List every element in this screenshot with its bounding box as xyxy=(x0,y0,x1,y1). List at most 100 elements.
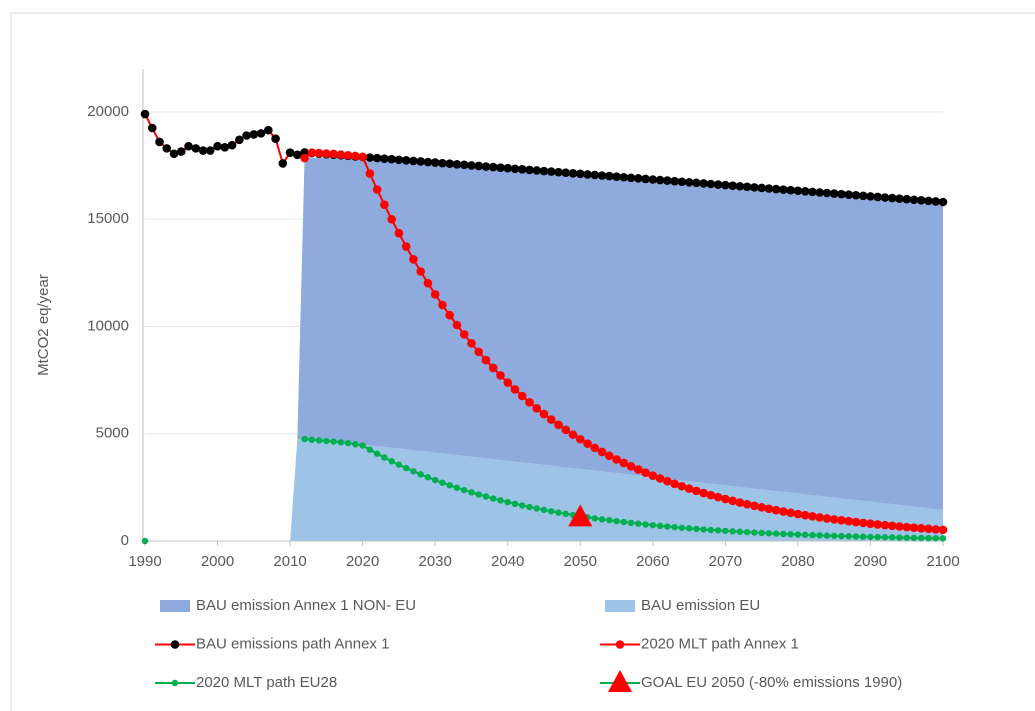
marker xyxy=(242,131,251,140)
legend-label: 2020 MLT path Annex 1 xyxy=(641,635,799,652)
marker xyxy=(171,679,179,687)
marker xyxy=(889,534,896,541)
marker xyxy=(387,214,396,224)
marker xyxy=(779,185,788,194)
marker xyxy=(510,164,520,174)
legend-swatch xyxy=(160,600,190,612)
marker xyxy=(931,525,941,534)
marker xyxy=(677,481,687,491)
marker xyxy=(606,517,613,524)
marker xyxy=(198,146,208,155)
marker xyxy=(887,521,897,531)
marker xyxy=(271,134,280,144)
marker xyxy=(678,524,686,531)
marker xyxy=(736,528,744,535)
marker xyxy=(815,188,824,197)
marker xyxy=(852,533,860,540)
marker xyxy=(699,179,708,188)
marker xyxy=(597,171,607,180)
marker xyxy=(359,442,366,449)
x-tick-label: 2090 xyxy=(854,553,887,570)
marker xyxy=(916,523,926,533)
marker xyxy=(837,516,846,525)
marker xyxy=(858,191,868,201)
marker xyxy=(431,476,439,484)
marker xyxy=(176,147,186,156)
marker xyxy=(706,490,716,500)
marker xyxy=(562,510,569,518)
marker xyxy=(452,320,462,330)
marker xyxy=(358,152,367,162)
marker xyxy=(851,517,861,527)
marker xyxy=(430,290,440,299)
marker xyxy=(932,535,939,542)
marker xyxy=(938,197,948,207)
marker xyxy=(308,436,316,443)
marker xyxy=(692,486,701,496)
marker xyxy=(555,509,562,516)
marker xyxy=(351,151,360,161)
x-tick-label: 2020 xyxy=(346,553,379,570)
marker xyxy=(808,512,817,521)
marker xyxy=(532,403,542,413)
marker xyxy=(446,482,453,489)
marker xyxy=(844,516,853,526)
marker xyxy=(641,174,650,184)
legend-item: GOAL EU 2050 (-80% emissions 1990) xyxy=(600,670,902,692)
legend-item: BAU emissions path Annex 1 xyxy=(155,635,389,652)
legend-item: 2020 MLT path Annex 1 xyxy=(600,635,799,652)
marker xyxy=(634,465,643,474)
marker xyxy=(323,437,330,445)
marker xyxy=(612,172,621,181)
marker xyxy=(764,504,774,514)
marker xyxy=(548,508,555,515)
marker xyxy=(388,458,395,465)
marker xyxy=(829,189,839,198)
marker xyxy=(503,163,513,173)
marker xyxy=(728,496,737,506)
marker xyxy=(793,509,803,519)
marker xyxy=(663,176,672,185)
marker xyxy=(459,330,469,339)
marker xyxy=(488,162,498,172)
marker xyxy=(184,141,193,151)
marker xyxy=(475,491,482,498)
marker xyxy=(307,148,317,157)
marker xyxy=(439,479,446,486)
marker xyxy=(235,135,244,145)
marker xyxy=(809,531,816,539)
marker xyxy=(401,156,411,165)
marker xyxy=(561,168,571,178)
marker xyxy=(191,144,201,153)
marker xyxy=(445,310,454,320)
marker xyxy=(482,493,490,500)
marker xyxy=(635,520,642,527)
marker xyxy=(626,173,636,183)
marker xyxy=(568,504,593,527)
x-tick-label: 2070 xyxy=(709,553,742,570)
marker xyxy=(372,185,382,194)
marker xyxy=(742,182,752,192)
marker xyxy=(896,534,903,541)
marker xyxy=(677,177,687,187)
marker xyxy=(902,194,912,204)
marker xyxy=(829,515,839,524)
marker xyxy=(583,170,592,179)
marker xyxy=(641,468,650,477)
marker xyxy=(757,503,766,512)
marker xyxy=(800,510,810,520)
marker xyxy=(684,178,694,187)
marker xyxy=(887,193,897,203)
marker xyxy=(604,451,614,461)
marker xyxy=(634,174,643,183)
marker xyxy=(366,446,374,453)
marker xyxy=(845,533,852,540)
marker xyxy=(794,531,802,538)
marker xyxy=(815,513,824,522)
marker xyxy=(365,169,375,178)
marker xyxy=(656,522,664,530)
marker xyxy=(147,123,157,133)
marker xyxy=(714,527,722,534)
marker xyxy=(786,508,795,518)
marker xyxy=(649,521,657,529)
